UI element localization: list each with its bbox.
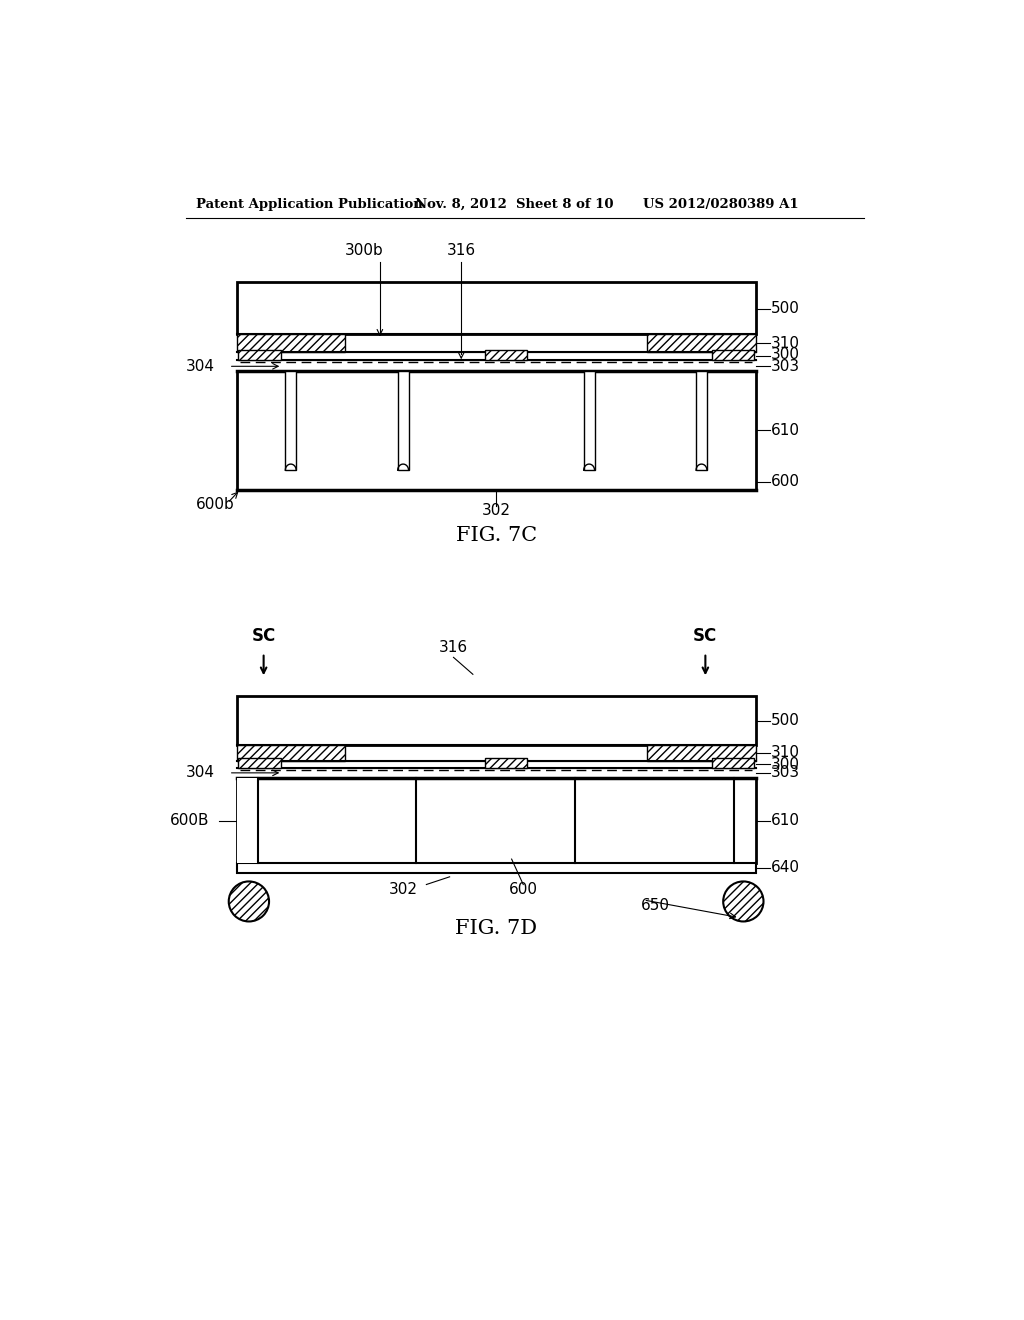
Text: 610: 610 bbox=[771, 813, 800, 828]
Bar bbox=[696, 371, 707, 470]
Bar bbox=[712, 350, 755, 360]
Text: 600: 600 bbox=[771, 474, 800, 490]
Bar bbox=[584, 371, 595, 470]
Text: Sheet 8 of 10: Sheet 8 of 10 bbox=[515, 198, 613, 211]
Text: Patent Application Publication: Patent Application Publication bbox=[197, 198, 423, 211]
Text: 302: 302 bbox=[389, 882, 418, 898]
Text: 600B: 600B bbox=[170, 813, 209, 828]
Bar bbox=[237, 744, 345, 762]
Text: 500: 500 bbox=[771, 713, 800, 729]
Text: 600b: 600b bbox=[196, 498, 234, 512]
Bar bbox=[237, 779, 756, 863]
Bar bbox=[397, 371, 409, 470]
Text: 300b: 300b bbox=[345, 243, 384, 259]
Bar bbox=[237, 281, 756, 334]
Text: SC: SC bbox=[252, 627, 275, 644]
Text: FIG. 7C: FIG. 7C bbox=[456, 527, 537, 545]
Text: US 2012/0280389 A1: US 2012/0280389 A1 bbox=[643, 198, 799, 211]
Text: 300: 300 bbox=[771, 347, 800, 362]
Text: 500: 500 bbox=[771, 301, 800, 315]
Circle shape bbox=[723, 882, 764, 921]
Text: 302: 302 bbox=[481, 503, 511, 517]
Text: 610: 610 bbox=[771, 422, 800, 438]
Text: 304: 304 bbox=[185, 766, 215, 780]
Bar bbox=[237, 863, 756, 873]
Text: 316: 316 bbox=[446, 243, 476, 259]
Text: 303: 303 bbox=[771, 359, 801, 374]
Text: SC: SC bbox=[693, 627, 718, 644]
Bar bbox=[484, 758, 527, 768]
Text: 316: 316 bbox=[439, 640, 468, 655]
Bar bbox=[238, 350, 281, 360]
Bar bbox=[286, 371, 296, 470]
Text: 300: 300 bbox=[771, 756, 800, 772]
Text: 303: 303 bbox=[771, 766, 801, 780]
Bar bbox=[237, 371, 756, 490]
Text: 650: 650 bbox=[640, 898, 670, 913]
Text: FIG. 7D: FIG. 7D bbox=[455, 919, 538, 939]
Text: 310: 310 bbox=[771, 335, 800, 351]
Text: 304: 304 bbox=[185, 359, 215, 374]
Bar bbox=[484, 350, 527, 360]
Text: 310: 310 bbox=[771, 746, 800, 760]
Text: 600: 600 bbox=[509, 882, 538, 898]
Bar bbox=[647, 334, 756, 352]
Bar bbox=[237, 696, 756, 744]
Bar bbox=[647, 744, 756, 762]
Bar bbox=[237, 334, 345, 352]
Bar bbox=[237, 779, 258, 863]
Circle shape bbox=[228, 882, 269, 921]
Text: Nov. 8, 2012: Nov. 8, 2012 bbox=[415, 198, 507, 211]
Bar bbox=[712, 758, 755, 768]
Text: 640: 640 bbox=[771, 861, 800, 875]
Bar bbox=[238, 758, 281, 768]
